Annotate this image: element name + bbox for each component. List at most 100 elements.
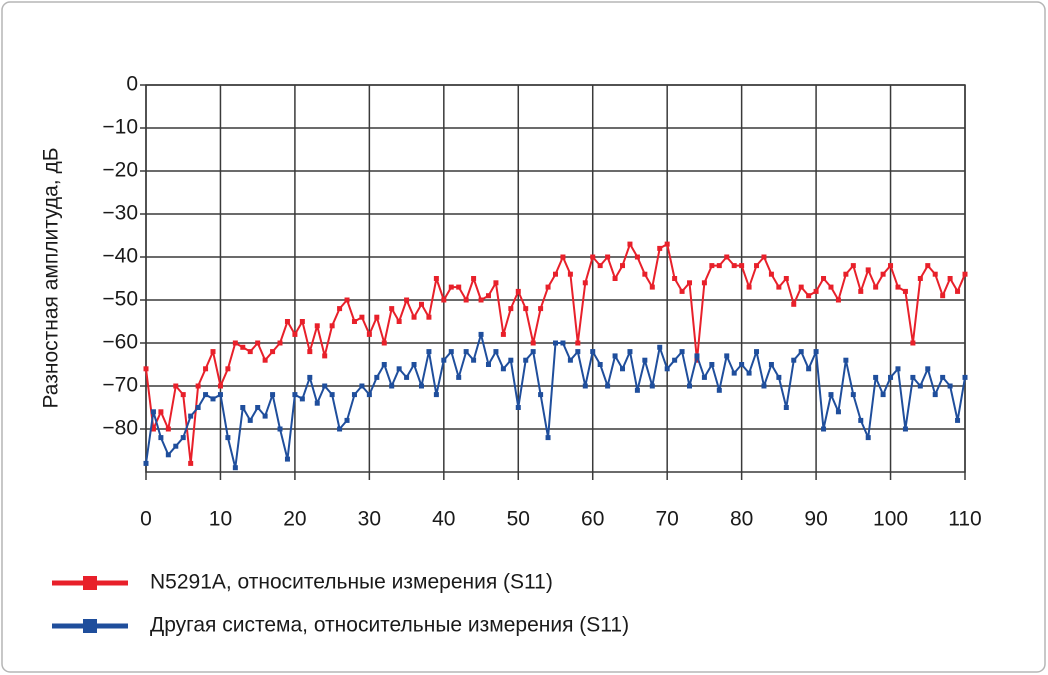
point-marker	[351, 392, 357, 398]
point-marker	[590, 349, 596, 355]
point-marker	[701, 280, 707, 286]
point-marker	[515, 288, 521, 294]
point-marker	[433, 392, 439, 398]
point-marker	[657, 344, 663, 350]
point-marker	[314, 400, 320, 406]
point-marker	[582, 280, 588, 286]
point-marker	[761, 383, 767, 389]
point-marker	[203, 392, 209, 398]
point-marker	[240, 344, 246, 350]
point-marker	[322, 353, 328, 359]
point-marker	[716, 263, 722, 269]
point-marker	[247, 349, 253, 355]
point-marker	[806, 293, 812, 299]
point-marker	[463, 297, 469, 303]
point-marker	[508, 306, 514, 312]
point-marker	[508, 357, 514, 363]
point-marker	[709, 362, 715, 367]
y-axis-label: Разностная амплитуда, дБ	[40, 147, 63, 408]
point-marker	[150, 409, 156, 415]
point-marker	[657, 245, 663, 251]
point-marker	[255, 340, 261, 346]
point-marker	[225, 435, 231, 441]
point-marker	[865, 435, 871, 441]
point-marker	[389, 306, 395, 312]
point-marker	[225, 366, 231, 372]
y-tick-label: −50	[102, 288, 138, 311]
point-marker	[553, 340, 558, 346]
point-marker	[597, 263, 603, 269]
point-marker	[232, 465, 238, 471]
point-marker	[500, 331, 506, 337]
point-marker	[761, 254, 767, 260]
point-marker	[895, 366, 901, 372]
point-marker	[217, 383, 223, 389]
point-marker	[404, 297, 410, 303]
point-marker	[694, 353, 700, 359]
point-marker	[925, 263, 931, 269]
point-marker	[500, 366, 506, 372]
point-marker	[366, 392, 372, 398]
point-marker	[173, 383, 179, 389]
legend-marker	[83, 619, 97, 633]
point-marker	[590, 254, 596, 260]
point-marker	[649, 383, 655, 389]
point-marker	[441, 357, 447, 363]
point-marker	[873, 284, 879, 290]
point-marker	[329, 323, 335, 329]
point-marker	[485, 293, 491, 299]
point-marker	[835, 297, 841, 303]
point-marker	[612, 276, 618, 281]
point-marker	[850, 263, 856, 269]
point-marker	[962, 374, 968, 380]
point-marker	[932, 392, 938, 398]
point-marker	[687, 280, 693, 286]
point-marker	[270, 349, 276, 355]
point-marker	[165, 452, 171, 458]
x-tick-label: 100	[873, 508, 908, 531]
point-marker	[471, 276, 477, 281]
point-marker	[493, 280, 499, 286]
point-marker	[322, 383, 328, 389]
point-marker	[456, 284, 462, 290]
point-marker	[582, 383, 588, 389]
point-marker	[806, 366, 812, 372]
point-marker	[292, 331, 298, 337]
point-marker	[217, 392, 223, 398]
point-marker	[404, 374, 410, 380]
point-marker	[337, 306, 343, 312]
point-marker	[605, 254, 611, 260]
point-marker	[627, 241, 633, 247]
point-marker	[359, 314, 365, 320]
point-marker	[538, 306, 544, 312]
legend-label: Другая система, относительные измерения …	[150, 614, 629, 637]
point-marker	[687, 383, 693, 389]
point-marker	[426, 349, 432, 355]
point-marker	[888, 263, 894, 269]
x-tick-label: 50	[507, 508, 530, 531]
point-marker	[337, 426, 343, 432]
y-tick-label: −80	[102, 417, 138, 440]
point-marker	[255, 405, 261, 410]
legend-label: N5291A, относительные измерения (S11)	[150, 571, 553, 594]
point-marker	[210, 349, 216, 355]
point-marker	[471, 357, 477, 363]
x-tick-label: 30	[358, 508, 381, 531]
point-marker	[396, 319, 402, 324]
point-marker	[262, 357, 268, 363]
point-marker	[672, 357, 678, 363]
point-marker	[955, 417, 961, 423]
point-marker	[344, 417, 350, 423]
point-marker	[612, 353, 618, 359]
point-marker	[270, 392, 276, 398]
point-marker	[374, 314, 380, 320]
point-marker	[381, 340, 387, 346]
point-marker	[724, 353, 730, 359]
point-marker	[553, 271, 558, 277]
point-marker	[478, 297, 484, 303]
point-marker	[426, 314, 432, 320]
x-tick-label: 60	[581, 508, 604, 531]
point-marker	[433, 276, 439, 281]
